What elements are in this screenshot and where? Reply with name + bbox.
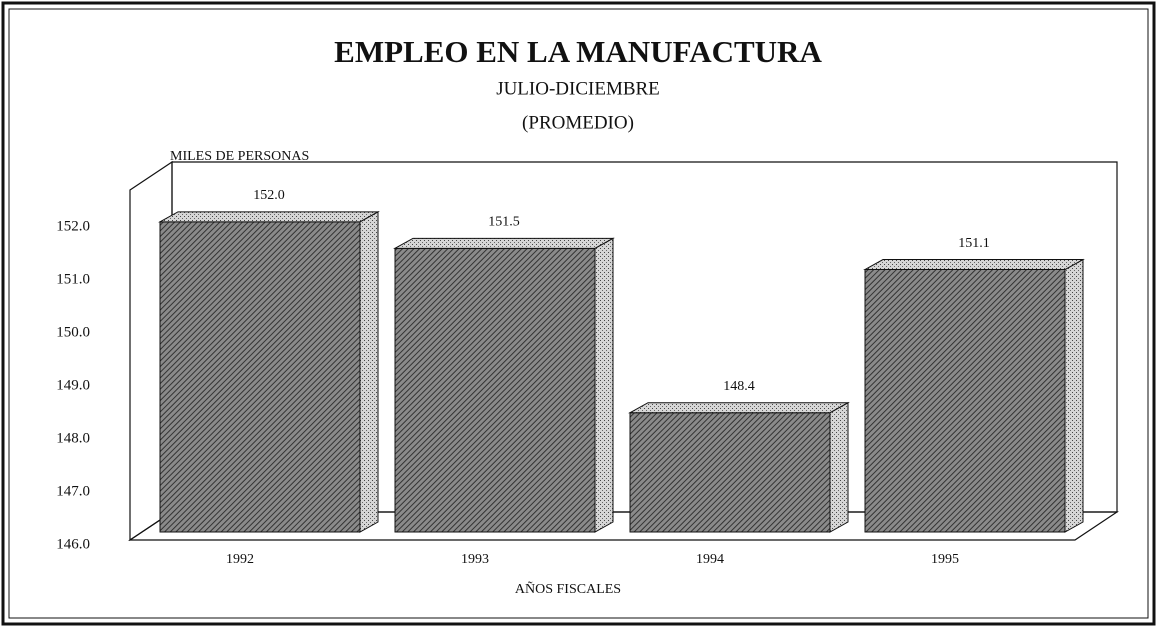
bar-side [1064, 258, 1084, 533]
bar [628, 401, 850, 533]
y-tick-label: 152.0 [56, 218, 90, 234]
bar-side [594, 237, 614, 533]
x-tick-label: 1994 [696, 552, 724, 567]
bar-top [393, 237, 615, 249]
bar [158, 210, 380, 533]
x-axis-label: AÑOS FISCALES [515, 581, 621, 597]
bar-front [629, 412, 831, 533]
floor [128, 511, 1119, 541]
bar-front [394, 247, 596, 533]
bar-front [159, 221, 361, 533]
y-tick-label: 146.0 [56, 536, 90, 552]
value-label: 152.0 [253, 188, 285, 203]
y-tick-label: 147.0 [56, 483, 90, 499]
chart-subtitle: JULIO-DICIEMBRE [496, 78, 660, 99]
bar-side [359, 210, 379, 533]
y-tick-label: 148.0 [56, 430, 90, 446]
chart-subtitle: (PROMEDIO) [522, 112, 634, 133]
y-tick-label: 149.0 [56, 377, 90, 393]
bar-top [863, 259, 1085, 271]
x-tick-label: 1993 [461, 552, 489, 567]
bar-front [864, 269, 1066, 533]
chart-title: EMPLEO EN LA MANUFACTURA [334, 34, 822, 69]
y-tick-label: 151.0 [56, 271, 90, 287]
bar [393, 237, 615, 533]
value-label: 151.1 [958, 236, 990, 251]
x-tick-label: 1995 [931, 552, 959, 567]
y-axis-label: MILES DE PERSONAS [170, 149, 309, 164]
y-tick-label: 150.0 [56, 324, 90, 340]
value-label: 151.5 [488, 215, 520, 230]
bar-top [628, 402, 850, 414]
bar-top [158, 211, 380, 223]
value-label: 148.4 [723, 379, 755, 394]
bar [863, 258, 1085, 533]
x-tick-label: 1992 [226, 552, 254, 567]
inner-border [8, 8, 1149, 619]
bar-side [829, 401, 849, 533]
